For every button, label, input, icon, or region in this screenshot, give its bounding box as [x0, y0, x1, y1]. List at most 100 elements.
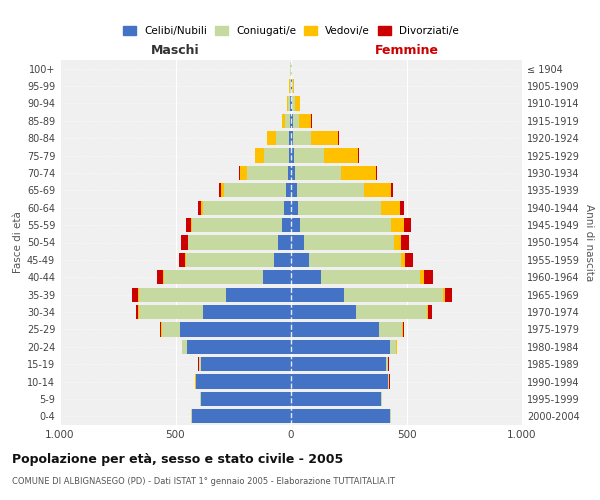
Bar: [285, 114, 290, 128]
Bar: [182, 340, 187, 354]
Bar: [356, 305, 427, 319]
Bar: [157, 270, 163, 284]
Bar: [424, 270, 433, 284]
Bar: [180, 322, 291, 336]
Bar: [239, 166, 240, 180]
Bar: [196, 374, 291, 388]
Bar: [188, 236, 278, 250]
Bar: [404, 218, 411, 232]
Bar: [187, 340, 291, 354]
Bar: [400, 200, 404, 215]
Bar: [287, 96, 289, 110]
Bar: [427, 305, 428, 319]
Bar: [292, 96, 295, 110]
Bar: [291, 392, 381, 406]
Bar: [299, 114, 311, 128]
Bar: [321, 270, 421, 284]
Bar: [199, 357, 201, 372]
Bar: [291, 340, 391, 354]
Bar: [406, 253, 413, 267]
Bar: [278, 236, 291, 250]
Bar: [364, 183, 391, 198]
Bar: [290, 96, 291, 110]
Bar: [310, 253, 401, 267]
Text: Femmine: Femmine: [374, 44, 439, 57]
Bar: [391, 340, 396, 354]
Bar: [291, 357, 386, 372]
Bar: [255, 148, 265, 162]
Bar: [298, 200, 381, 215]
Bar: [291, 322, 379, 336]
Text: Popolazione per età, sesso e stato civile - 2005: Popolazione per età, sesso e stato civil…: [12, 452, 343, 466]
Bar: [291, 131, 293, 146]
Bar: [292, 79, 293, 93]
Bar: [186, 253, 274, 267]
Bar: [391, 218, 404, 232]
Text: COMUNE DI ALBIGNASEGO (PD) - Dati ISTAT 1° gennaio 2005 - Elaborazione TUTTAITAL: COMUNE DI ALBIGNASEGO (PD) - Dati ISTAT …: [12, 478, 395, 486]
Bar: [381, 200, 400, 215]
Bar: [291, 218, 300, 232]
Bar: [421, 270, 424, 284]
Bar: [265, 148, 289, 162]
Bar: [221, 183, 224, 198]
Legend: Celibi/Nubili, Coniugati/e, Vedovi/e, Divorziati/e: Celibi/Nubili, Coniugati/e, Vedovi/e, Di…: [119, 22, 463, 40]
Bar: [247, 166, 287, 180]
Bar: [274, 253, 291, 267]
Bar: [403, 322, 404, 336]
Bar: [139, 288, 226, 302]
Bar: [186, 218, 191, 232]
Bar: [181, 236, 188, 250]
Bar: [297, 183, 364, 198]
Bar: [311, 131, 338, 146]
Bar: [289, 96, 290, 110]
Bar: [291, 114, 293, 128]
Bar: [289, 131, 291, 146]
Bar: [291, 270, 321, 284]
Bar: [379, 322, 402, 336]
Bar: [291, 183, 297, 198]
Bar: [293, 114, 299, 128]
Bar: [282, 218, 291, 232]
Bar: [291, 409, 391, 424]
Bar: [291, 236, 304, 250]
Bar: [164, 270, 263, 284]
Bar: [388, 374, 389, 388]
Bar: [300, 218, 391, 232]
Bar: [191, 218, 282, 232]
Y-axis label: Anni di nascita: Anni di nascita: [584, 204, 594, 281]
Bar: [291, 200, 298, 215]
Bar: [161, 322, 180, 336]
Text: Maschi: Maschi: [151, 44, 200, 57]
Bar: [291, 253, 310, 267]
Bar: [293, 131, 311, 146]
Bar: [324, 148, 358, 162]
Bar: [294, 148, 324, 162]
Bar: [295, 96, 299, 110]
Bar: [291, 148, 294, 162]
Bar: [263, 270, 291, 284]
Bar: [291, 166, 295, 180]
Bar: [341, 166, 376, 180]
Bar: [286, 183, 291, 198]
Bar: [201, 357, 291, 372]
Bar: [394, 236, 401, 250]
Bar: [401, 253, 406, 267]
Bar: [203, 305, 291, 319]
Bar: [402, 322, 403, 336]
Bar: [386, 357, 388, 372]
Bar: [295, 166, 341, 180]
Bar: [291, 305, 356, 319]
Bar: [160, 322, 161, 336]
Bar: [179, 253, 185, 267]
Bar: [428, 305, 432, 319]
Bar: [291, 79, 292, 93]
Bar: [443, 288, 445, 302]
Bar: [226, 288, 291, 302]
Bar: [136, 305, 138, 319]
Bar: [401, 236, 409, 250]
Bar: [376, 166, 377, 180]
Y-axis label: Fasce di età: Fasce di età: [13, 212, 23, 274]
Bar: [191, 409, 291, 424]
Bar: [198, 200, 202, 215]
Bar: [445, 288, 452, 302]
